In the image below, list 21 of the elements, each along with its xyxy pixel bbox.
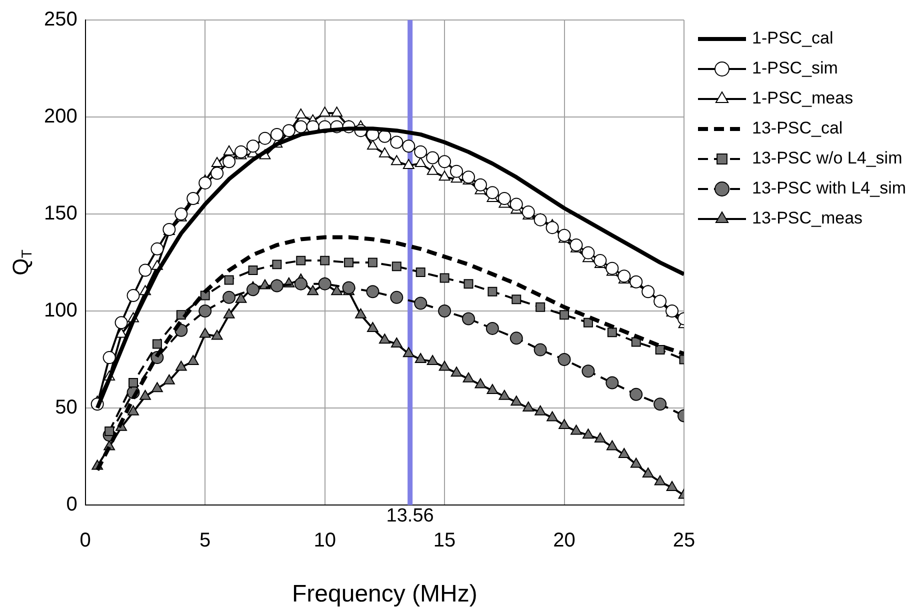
y-tick-label: 150 xyxy=(44,202,78,225)
y-tick-label: 200 xyxy=(44,106,78,128)
x-axis-title: Frequency (MHz) xyxy=(292,580,478,608)
legend-label: 1-PSC_cal xyxy=(752,28,834,48)
y-tick-label: 250 xyxy=(44,8,78,31)
x-tick-label: 20 xyxy=(553,530,576,552)
legend-label: 13-PSC_cal xyxy=(752,118,843,138)
y-tick-label: 0 xyxy=(66,494,78,516)
x-tick-label: 15 xyxy=(433,530,456,552)
legend-label: 13-PSC w/o L4_sim xyxy=(752,148,902,168)
x-tick-label: 5 xyxy=(200,530,211,552)
y-tick-label: 100 xyxy=(44,300,78,322)
y-axis-title: QT xyxy=(8,249,36,276)
legend-label: 13-PSC_meas xyxy=(752,208,863,228)
y-tick-label: 50 xyxy=(55,396,78,419)
x-tick-label: 25 xyxy=(672,530,696,552)
ref-line-label: 13.56 xyxy=(386,506,434,527)
x-tick-label: 10 xyxy=(314,530,336,552)
legend-label: 1-PSC_meas xyxy=(752,88,854,108)
legend-label: 1-PSC_sim xyxy=(752,58,838,78)
legend-label: 13-PSC with L4_sim xyxy=(752,178,906,198)
